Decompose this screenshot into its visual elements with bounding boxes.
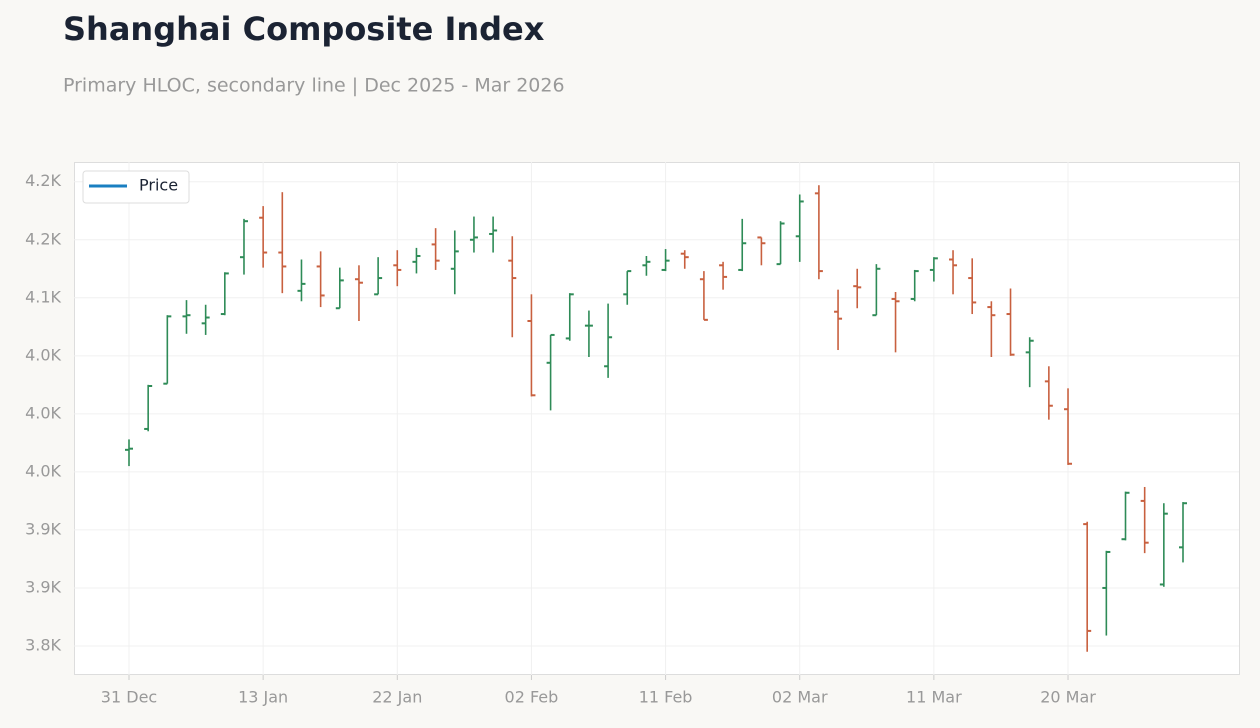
x-tick-label: 02 Feb bbox=[505, 688, 559, 707]
x-tick-label: 22 Jan bbox=[372, 688, 422, 707]
y-tick-label: 4.2K bbox=[25, 171, 61, 190]
chart-title: Shanghai Composite Index bbox=[63, 10, 545, 48]
x-tick-label: 20 Mar bbox=[1040, 688, 1096, 707]
x-tick-label: 13 Jan bbox=[238, 688, 288, 707]
y-tick-label: 3.9K bbox=[25, 519, 61, 538]
x-tick-label: 11 Feb bbox=[639, 688, 693, 707]
y-tick-label: 4.2K bbox=[25, 229, 61, 248]
x-tick-label: 02 Mar bbox=[772, 688, 828, 707]
x-tick-label: 11 Mar bbox=[906, 688, 962, 707]
legend-label: Price bbox=[139, 176, 178, 195]
x-tick-label: 31 Dec bbox=[101, 688, 157, 707]
y-tick-label: 4.0K bbox=[25, 403, 61, 422]
y-tick-label: 3.9K bbox=[25, 577, 61, 596]
plot-area bbox=[74, 162, 1240, 675]
y-tick-label: 4.1K bbox=[25, 287, 61, 306]
chart-subtitle: Primary HLOC, secondary line | Dec 2025 … bbox=[63, 75, 565, 97]
y-tick-label: 3.8K bbox=[25, 635, 61, 654]
y-tick-label: 4.0K bbox=[25, 461, 61, 480]
legend-box bbox=[82, 170, 190, 204]
y-tick-label: 4.0K bbox=[25, 345, 61, 364]
